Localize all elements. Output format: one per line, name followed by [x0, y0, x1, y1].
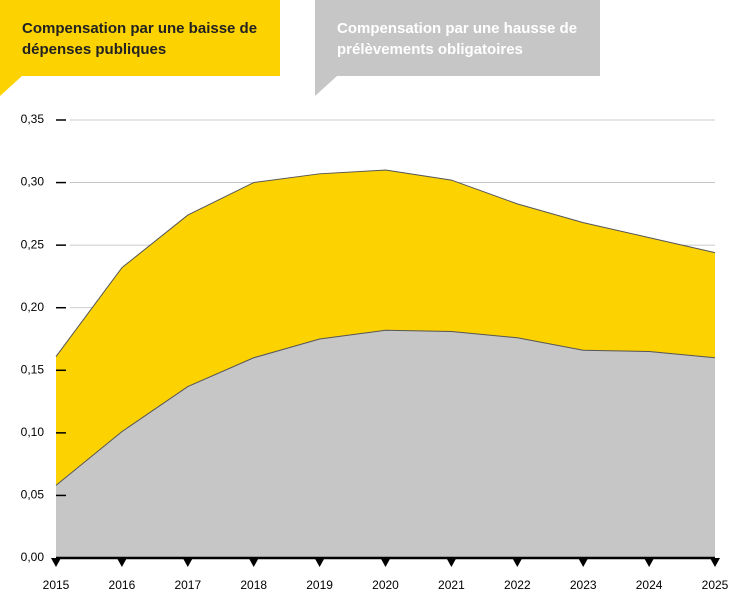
y-tick-label: 0,05	[21, 488, 45, 502]
x-tick	[116, 558, 127, 567]
x-tick-label: 2020	[372, 578, 399, 592]
x-tick-label: 2016	[109, 578, 136, 592]
x-tick-label: 2022	[504, 578, 531, 592]
x-tick-label: 2024	[636, 578, 663, 592]
x-tick	[644, 558, 655, 567]
legend-tail	[0, 76, 22, 96]
x-tick	[578, 558, 589, 567]
x-tick	[182, 558, 193, 567]
y-tick-label: 0,15	[21, 362, 45, 376]
x-tick	[710, 558, 720, 567]
x-tick	[380, 558, 391, 567]
legend-item: Compensation par une hausse de prélèveme…	[315, 0, 600, 76]
area	[56, 330, 715, 558]
y-tick-label: 0,30	[21, 175, 45, 189]
x-tick-label: 2018	[240, 578, 267, 592]
area-line	[55, 329, 716, 486]
axes: 0,00 0,05 0,10 0,15 0,20 0,25 0,30 0,35 2015 2016…	[21, 112, 729, 592]
y-tick-label: 0,20	[21, 300, 45, 314]
x-tick	[512, 558, 523, 567]
legend-tail	[315, 76, 337, 96]
areas	[55, 169, 716, 559]
x-tick-label: 2021	[438, 578, 465, 592]
x-tick-label: 2023	[570, 578, 597, 592]
x-tick	[248, 558, 259, 567]
y-tick-label: 0,25	[21, 237, 45, 251]
x-tick	[446, 558, 457, 567]
x-tick-label: 2017	[174, 578, 201, 592]
x-tick-label: 2025	[702, 578, 729, 592]
y-tick-label: 0,10	[21, 425, 45, 439]
y-tick-label: 0,00	[21, 550, 45, 564]
x-tick	[51, 558, 61, 567]
x-tick-label: 2019	[306, 578, 333, 592]
x-tick	[314, 558, 325, 567]
x-tick-label: 2015	[43, 578, 70, 592]
legend-item: Compensation par une baisse de dépenses …	[0, 0, 280, 76]
y-tick-label: 0,35	[21, 112, 45, 126]
area-line	[55, 169, 716, 357]
